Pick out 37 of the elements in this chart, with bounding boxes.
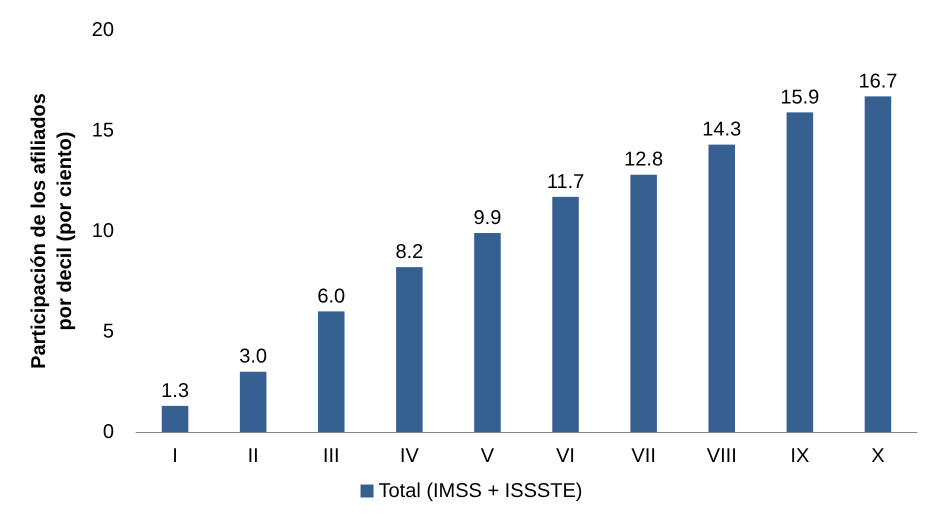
x-tick-label: I [172, 445, 178, 467]
bar [240, 372, 266, 432]
data-label: 15.9 [780, 86, 820, 108]
bar [552, 196, 579, 432]
x-tick-label: VII [631, 445, 656, 467]
x-tick-label: VIII [706, 445, 737, 467]
y-tick-label: 10 [92, 220, 114, 242]
legend-label: Total (IMSS + ISSSTE) [378, 480, 582, 502]
bar [318, 311, 345, 432]
y-tick-label: 15 [92, 120, 114, 142]
bar [708, 144, 736, 432]
x-tick-label: V [480, 445, 495, 467]
bar [162, 406, 188, 432]
x-tick-label: II [248, 445, 259, 467]
data-label: 9.9 [474, 207, 502, 230]
data-label: 3.0 [239, 346, 268, 368]
x-tick-label: III [322, 445, 340, 467]
data-label: 16.7 [858, 70, 898, 92]
y-axis-title: Participación de los afiliados por decil (por ciento) [28, 93, 76, 369]
data-label: 8.2 [395, 241, 424, 264]
x-tick-label: IX [790, 445, 810, 467]
bar [396, 267, 423, 432]
y-tick-label: 20 [92, 19, 114, 41]
x-tick-label: VI [556, 445, 576, 467]
y-tick-label: 0 [102, 421, 114, 443]
data-label: 12.8 [624, 148, 664, 171]
y-tick-label: 5 [102, 320, 114, 342]
data-label: 11.7 [546, 170, 584, 193]
x-tick-label: X [871, 445, 885, 467]
bar [474, 233, 501, 432]
data-label: 6.0 [317, 285, 346, 308]
bar [786, 112, 814, 432]
x-tick-label: IV [400, 445, 420, 467]
bar [630, 174, 657, 432]
data-label: 14.3 [702, 118, 742, 141]
bar [864, 96, 892, 432]
data-label: 1.3 [161, 380, 189, 402]
